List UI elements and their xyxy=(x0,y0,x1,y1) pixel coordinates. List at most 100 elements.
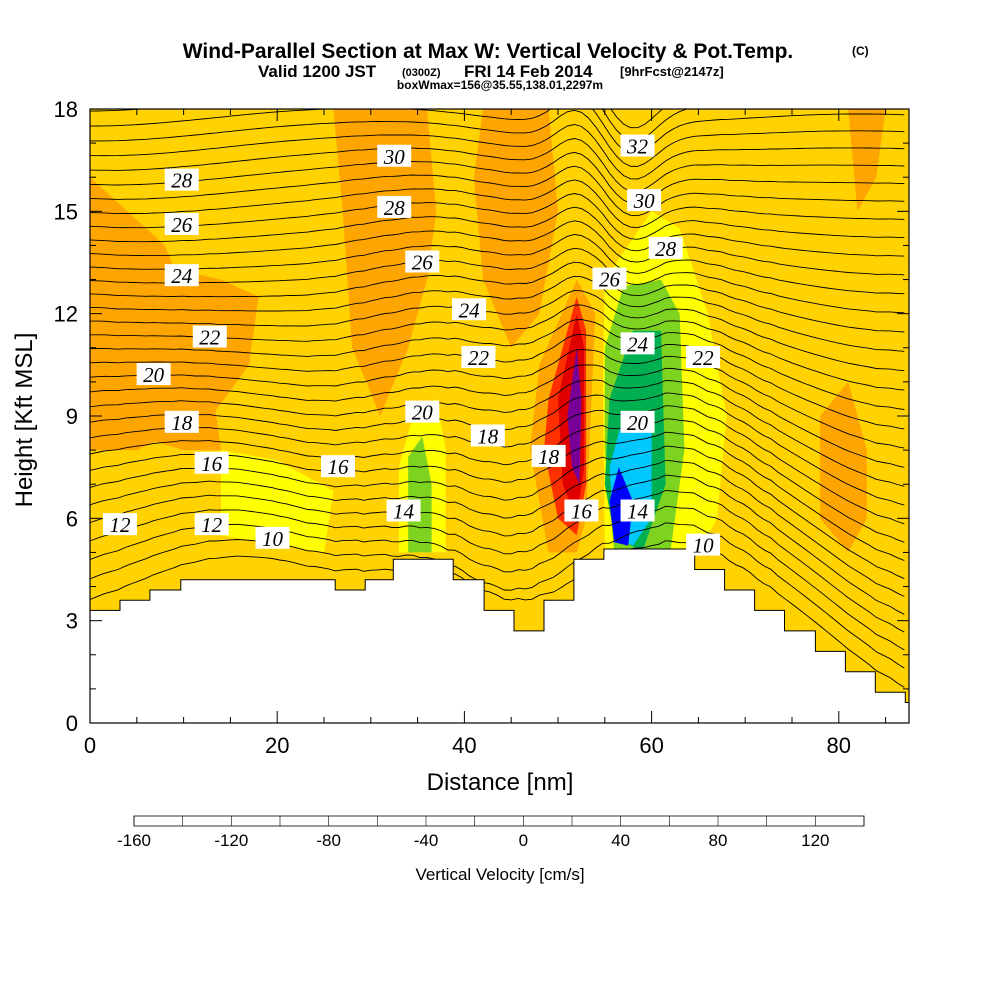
contour-label-box xyxy=(648,236,683,259)
x-tick-label: 40 xyxy=(452,733,476,758)
contour-label-text: 14 xyxy=(393,500,415,524)
theta-contour-line xyxy=(90,206,905,257)
y-tick-label: 12 xyxy=(54,302,78,327)
contour-label-text: 22 xyxy=(693,346,715,370)
colorbar-tick-label: -40 xyxy=(414,831,439,850)
w-region xyxy=(408,436,432,553)
w-region xyxy=(848,109,886,212)
contour-label-text: 32 xyxy=(626,135,649,159)
contour-label-text: 18 xyxy=(477,424,499,448)
contour-label-text: 22 xyxy=(199,326,221,350)
x-axis-label: Distance [nm] xyxy=(427,769,574,796)
theta-contour-label: 26 xyxy=(405,250,440,275)
contour-label-box xyxy=(194,451,229,474)
y-tick-label: 6 xyxy=(66,506,78,531)
contour-label-text: 16 xyxy=(571,500,593,524)
contour-label-box xyxy=(405,400,440,423)
contour-label-box xyxy=(592,267,627,290)
theta-contour-line xyxy=(90,220,905,276)
colorbar-frame xyxy=(133,815,865,827)
theta-contour-line xyxy=(90,319,905,410)
theta-contour-line xyxy=(90,124,905,180)
contour-label-text: 26 xyxy=(171,213,193,237)
y-tick-label: 3 xyxy=(66,609,78,634)
theta-contour-line xyxy=(90,290,905,372)
contour-label-box xyxy=(686,346,721,369)
theta-contour-line xyxy=(90,234,905,295)
y-tick-label: 0 xyxy=(66,711,78,736)
contour-label-box xyxy=(321,455,356,478)
colorbar-tick-label: 80 xyxy=(709,831,728,850)
y-axis-label: Height [Kft MSL] xyxy=(11,333,38,508)
theta-contour-line xyxy=(90,540,905,688)
theta-contour-label: 24 xyxy=(164,264,199,288)
contour-label-text: 16 xyxy=(328,455,350,479)
theta-contour-label: 18 xyxy=(470,424,505,448)
theta-contour-label: 18 xyxy=(164,410,199,435)
x-tick-label: 80 xyxy=(827,733,851,758)
contour-label-box xyxy=(405,250,440,273)
contour-label-box xyxy=(136,363,171,386)
contour-label-text: 20 xyxy=(412,401,434,425)
theta-contour-label: 14 xyxy=(386,499,421,524)
theta-contour-label: 16 xyxy=(564,499,599,524)
colorbar-tick-label: 0 xyxy=(519,831,528,850)
contour-label-text: 20 xyxy=(627,411,649,435)
y-tick-label: 18 xyxy=(54,97,78,122)
w-region xyxy=(333,109,437,416)
contour-label-box xyxy=(452,298,487,321)
terrain xyxy=(90,548,909,723)
w-region xyxy=(820,381,867,553)
subtitle-forecast: [9hrFcst@2147z] xyxy=(620,64,724,79)
contour-label-text: 14 xyxy=(627,500,649,524)
theta-contour-label: 22 xyxy=(192,325,227,350)
contour-label-text: 28 xyxy=(655,237,677,261)
theta-contour-label: 14 xyxy=(620,499,655,524)
contour-label-box xyxy=(531,444,566,467)
y-tick-label: 9 xyxy=(66,404,78,429)
theta-contour-line xyxy=(90,418,905,543)
subtitle-box: boxWmax=156@35.55,138.01,2297m xyxy=(397,78,603,92)
contour-label-box xyxy=(627,189,662,212)
contour-label-text: 26 xyxy=(412,251,434,275)
contour-label-box xyxy=(620,499,655,522)
theta-contour-label: 20 xyxy=(620,410,655,435)
contour-label-text: 30 xyxy=(633,189,656,213)
colorbar: -160 -120 -80 -40 0 40 80 120 xyxy=(117,815,865,850)
contour-label-text: 16 xyxy=(201,452,223,476)
contour-label-text: 18 xyxy=(171,411,193,435)
contour-label-box xyxy=(620,134,655,157)
x-tick-label: 20 xyxy=(265,733,289,758)
contour-label-text: 24 xyxy=(171,264,193,288)
theta-contour-label: 30 xyxy=(627,189,662,213)
theta-contour-line xyxy=(90,151,905,205)
contour-label-box xyxy=(102,513,137,536)
contour-label-box xyxy=(164,410,199,433)
theta-contour-label: 30 xyxy=(377,144,412,169)
theta-contour-line xyxy=(90,165,905,217)
subtitle-zulu: (0300Z) xyxy=(402,67,441,79)
contour-label-text: 12 xyxy=(109,513,131,537)
theta-contour-line xyxy=(90,275,905,352)
contour-label-box xyxy=(164,212,199,235)
theta-contour-label: 20 xyxy=(405,400,440,425)
w-region xyxy=(221,450,334,553)
w-region xyxy=(473,109,558,348)
theta-contour-line xyxy=(90,333,905,430)
theta-contour-label: 16 xyxy=(194,451,229,476)
theta-contour-label: 12 xyxy=(102,513,137,537)
contour-label-text: 28 xyxy=(171,169,193,193)
theta-contour-label: 18 xyxy=(531,444,566,469)
theta-contour-line xyxy=(90,193,905,240)
theta-contour-label: 10 xyxy=(255,526,290,551)
contour-label-box xyxy=(377,144,412,167)
contour-label-box xyxy=(620,332,655,355)
theta-contour-line xyxy=(90,247,905,314)
contour-label-box xyxy=(164,264,199,287)
colorbar-tick-label: 120 xyxy=(801,831,829,850)
theta-contour-label: 10 xyxy=(686,533,721,558)
colorbar-tick-label: -160 xyxy=(117,831,151,850)
theta-contour-line xyxy=(90,349,905,449)
colorbar-tick-label: 40 xyxy=(611,831,630,850)
